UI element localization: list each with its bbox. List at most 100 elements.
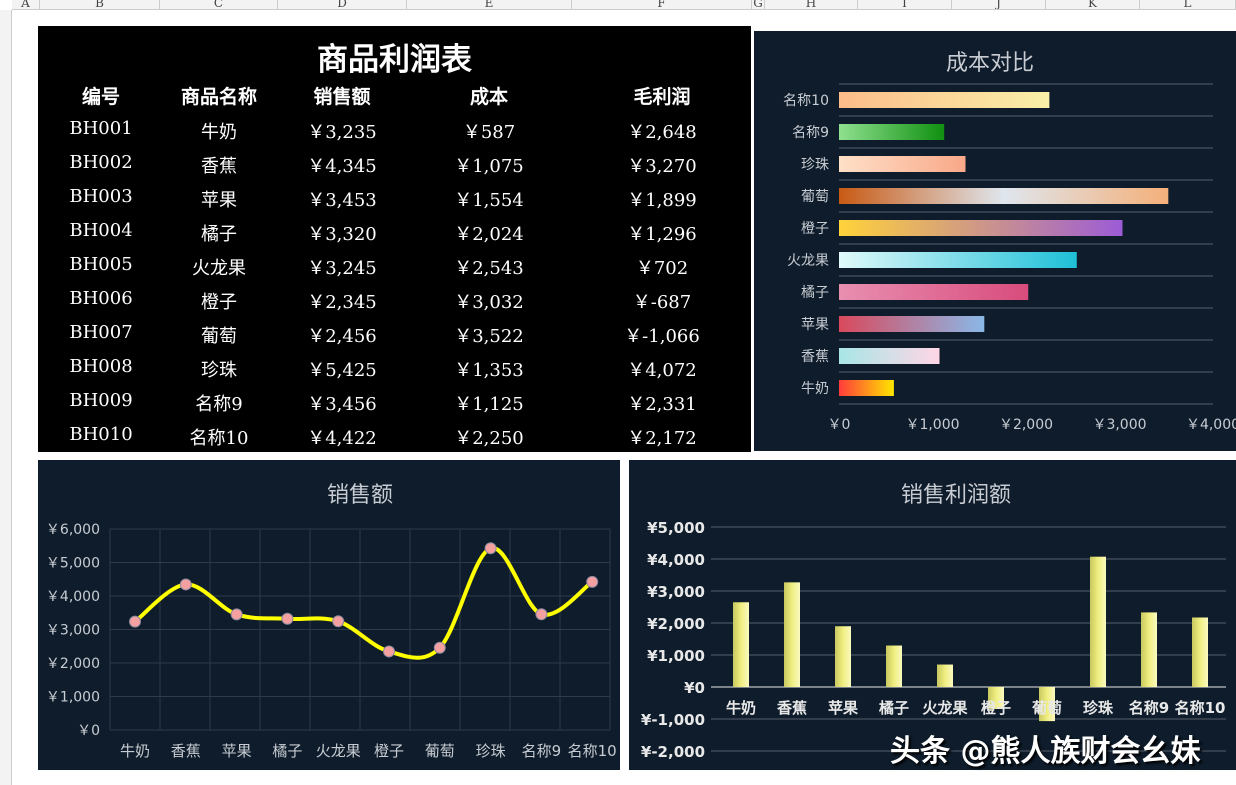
table-cell: 橘子 — [201, 224, 237, 245]
tick-label: ¥2,000 — [647, 615, 705, 633]
category-label: 香蕉 — [171, 742, 201, 760]
category-label: 香蕉 — [801, 349, 829, 365]
table-cell: ￥702 — [635, 258, 689, 279]
tick-label: ￥2,000 — [999, 417, 1053, 433]
table-header: 成本 — [469, 86, 509, 108]
data-point — [281, 612, 294, 625]
tick-label: ¥-1,000 — [641, 711, 705, 729]
table-cell: ￥3,032 — [454, 292, 524, 313]
table-cell: ￥3,320 — [307, 224, 377, 245]
table-cell: ￥2,024 — [454, 224, 524, 245]
column-header[interactable]: A — [12, 0, 40, 10]
column-header[interactable]: J — [952, 0, 1046, 10]
bar — [733, 602, 749, 687]
category-label: 葡萄 — [1031, 699, 1062, 717]
tick-label: ¥-2,000 — [641, 743, 705, 761]
column-header[interactable]: H — [765, 0, 858, 10]
table-cell: ￥4,072 — [627, 360, 697, 381]
column-header[interactable]: E — [407, 0, 572, 10]
category-label: 葡萄 — [425, 742, 455, 760]
table-cell: ￥3,270 — [627, 156, 697, 177]
bar — [839, 252, 1077, 268]
category-label: 橘子 — [878, 699, 909, 717]
tick-label: ￥6,000 — [46, 522, 100, 538]
bar — [839, 220, 1123, 236]
category-label: 名称9 — [1129, 699, 1169, 717]
data-point — [586, 575, 599, 588]
table-cell: ￥2,172 — [627, 428, 697, 449]
bar — [784, 582, 800, 687]
table-cell: ￥-1,066 — [624, 326, 700, 347]
bar — [835, 626, 851, 687]
column-header[interactable]: C — [160, 0, 278, 10]
column-header[interactable]: L — [1140, 0, 1236, 10]
chart-title: 成本对比 — [946, 51, 1034, 76]
bar — [886, 645, 902, 687]
category-label: 牛奶 — [120, 742, 150, 760]
column-header[interactable]: F — [572, 0, 752, 10]
table-cell: BH001 — [69, 118, 133, 139]
table-cell: ￥1,353 — [454, 360, 524, 381]
bar — [839, 124, 945, 140]
category-label: 珍珠 — [476, 742, 506, 760]
table-cell: 苹果 — [201, 190, 237, 211]
table-cell: BH003 — [69, 186, 133, 207]
table-cell: ￥3,235 — [307, 122, 377, 143]
table-cell: ￥587 — [462, 122, 516, 143]
table-cell: ￥3,245 — [307, 258, 377, 279]
table-cell: BH005 — [69, 254, 133, 275]
table-cell: BH010 — [69, 424, 133, 445]
tick-label: ¥5,000 — [647, 519, 705, 537]
category-label: 苹果 — [828, 699, 859, 717]
bar — [1039, 687, 1055, 722]
table-cell: BH004 — [69, 220, 133, 241]
table-cell: ￥2,543 — [454, 258, 524, 279]
tick-label: ￥1,000 — [905, 417, 959, 433]
column-header[interactable]: B — [40, 0, 160, 10]
category-label: 名称10 — [568, 742, 617, 760]
bar — [1141, 612, 1157, 687]
category-label: 橙子 — [801, 221, 829, 237]
table-cell: 香蕉 — [201, 156, 237, 177]
profit-chart[interactable]: 销售利润额 ¥-2,000 ¥-1,000 ¥0 ¥1,000 ¥2,000 ¥3,000 ¥… — [629, 460, 1236, 770]
table-cell: ￥4,422 — [307, 428, 377, 449]
table-cell: BH008 — [69, 356, 133, 377]
table-cell: ￥3,522 — [454, 326, 524, 347]
category-label: 葡萄 — [801, 189, 829, 205]
tick-label: ￥1,000 — [46, 690, 100, 706]
table-cell: ￥2,345 — [307, 292, 377, 313]
category-label: 火龙果 — [787, 253, 829, 269]
category-label: 橘子 — [801, 285, 829, 301]
bar — [988, 687, 1004, 709]
column-header[interactable]: I — [858, 0, 952, 10]
category-label: 珍珠 — [801, 157, 829, 173]
column-header[interactable]: D — [278, 0, 407, 10]
table-header: 商品名称 — [180, 86, 258, 108]
tick-label: ¥0 — [684, 679, 705, 697]
table-title: 商品利润表 — [317, 42, 472, 78]
data-point — [332, 615, 345, 628]
tick-label: ¥1,000 — [647, 647, 705, 665]
data-point — [129, 615, 141, 628]
cost-chart[interactable]: 成本对比 牛奶 香蕉 苹果 橘子 火龙果 橙子 葡萄 珍珠 名称9 名称10 ￥0 ￥1,000 ￥2,0… — [754, 31, 1236, 451]
table-cell: BH009 — [69, 390, 133, 411]
category-label: 火龙果 — [316, 742, 361, 760]
bar — [839, 348, 940, 364]
series-line — [133, 546, 594, 660]
data-point — [383, 645, 395, 658]
category-label: 橙子 — [981, 699, 1011, 717]
table-cell: ￥2,250 — [454, 428, 524, 449]
sales-chart[interactable]: 销售额 ￥0 ￥1,000 ￥2,000 ￥3,000 ￥4,000 ￥5,000 ￥6,00… — [38, 460, 620, 770]
table-cell: 火龙果 — [192, 258, 246, 279]
tick-label: ￥4,000 — [1186, 417, 1236, 433]
column-header[interactable]: G — [752, 0, 765, 10]
category-label: 名称10 — [783, 93, 829, 109]
table-cell: 珍珠 — [201, 360, 237, 381]
bar — [1090, 556, 1106, 687]
chart-title: 销售额 — [327, 483, 393, 508]
bar — [839, 156, 966, 172]
column-header[interactable]: K — [1046, 0, 1140, 10]
table-cell: 橙子 — [201, 292, 237, 313]
data-point — [484, 542, 497, 555]
category-label: 名称9 — [522, 742, 562, 760]
